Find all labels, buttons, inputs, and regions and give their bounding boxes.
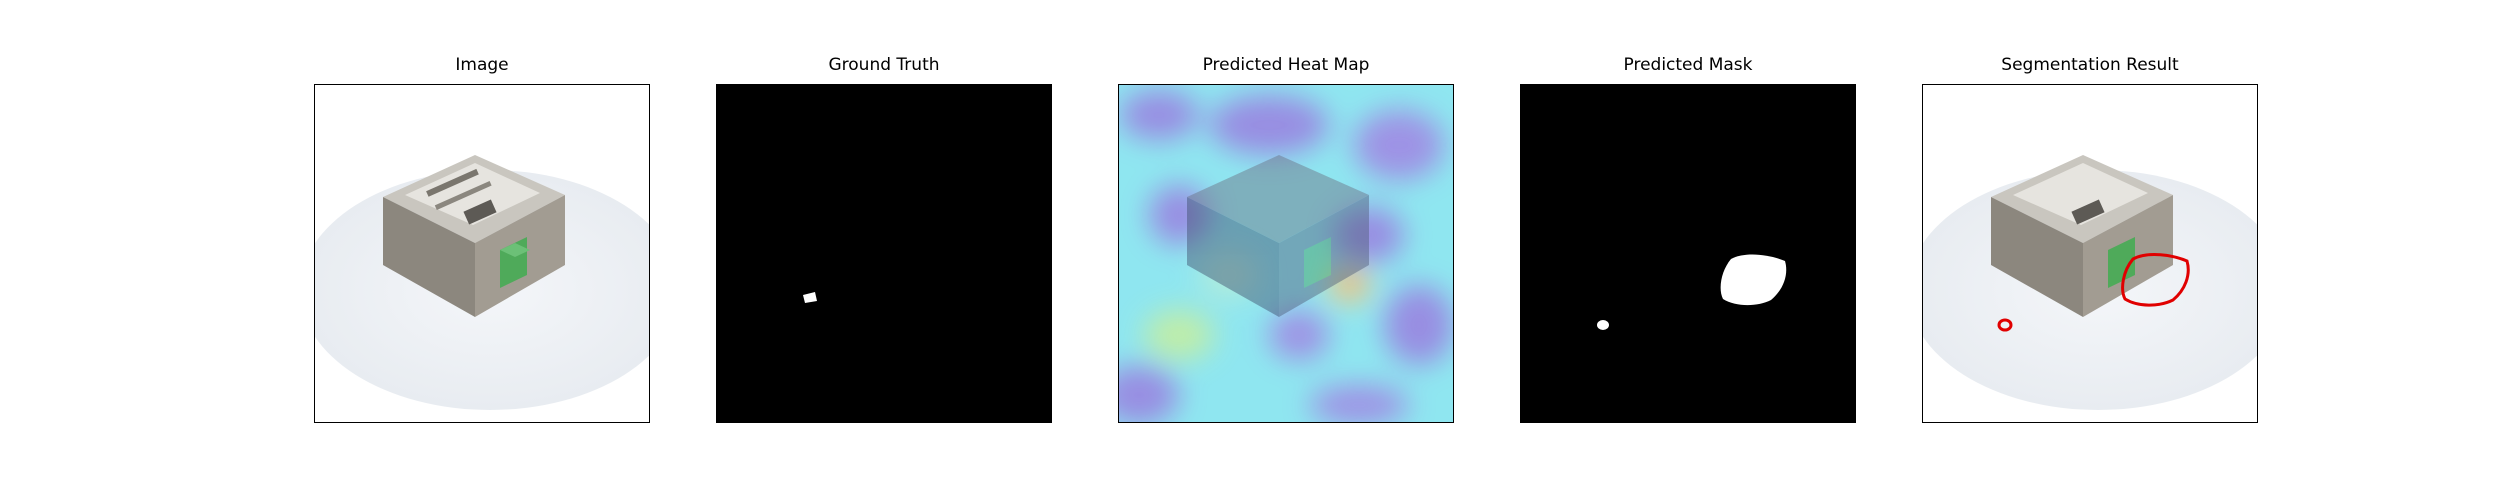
panel-title-image: Image [455, 55, 509, 75]
device-body [383, 155, 565, 317]
panel-title-heat-map: Predicted Heat Map [1202, 55, 1370, 75]
segmentation-frame [1922, 84, 2258, 423]
heat-map-frame [1118, 84, 1454, 423]
segmentation-result [1923, 85, 2257, 422]
ground-truth-mask [717, 85, 1051, 422]
predicted-mask-region-small [1597, 320, 1609, 330]
ground-truth-frame [716, 84, 1052, 423]
heat-map [1119, 85, 1453, 422]
segmentation-contour-large [2121, 253, 2190, 307]
predicted-mask-region-large [1720, 254, 1787, 306]
predicted-mask [1521, 85, 1855, 422]
ground-truth-defect-region [803, 292, 817, 303]
panel-title-predicted-mask: Predicted Mask [1623, 55, 1753, 75]
image-frame [314, 84, 650, 423]
panel-title-segmentation-result: Segmentation Result [2001, 55, 2179, 75]
device-photo [315, 85, 649, 422]
segmentation-contour-small [1997, 318, 2013, 332]
panel-title-ground-truth: Ground Truth [828, 55, 940, 75]
predicted-mask-frame [1520, 84, 1856, 423]
